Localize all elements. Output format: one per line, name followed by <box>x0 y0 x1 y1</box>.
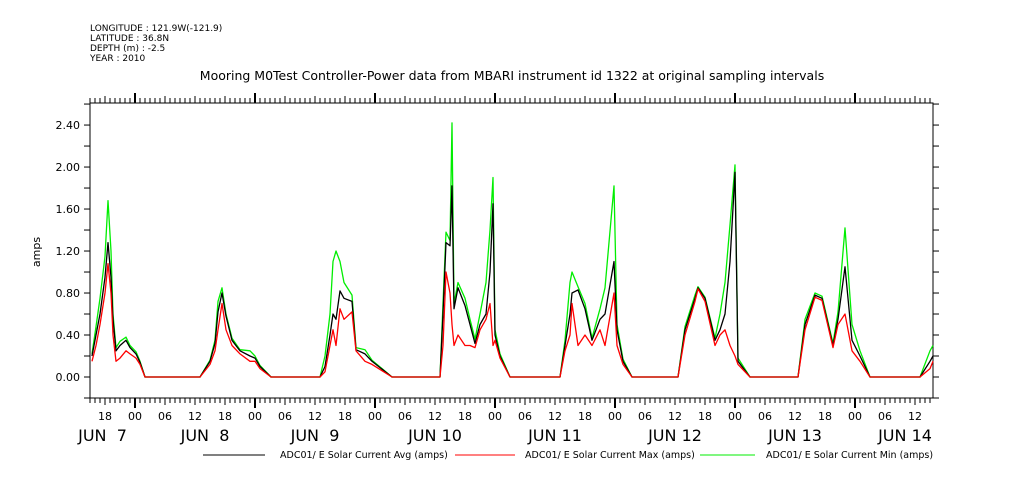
header-depth: DEPTH (m) : -2.5 <box>90 44 165 54</box>
y-tick-label: 1.20 <box>56 245 81 258</box>
x-tick-label: 06 <box>758 410 772 423</box>
x-tick-label: 18 <box>98 410 112 423</box>
x-tick-label: 00 <box>488 410 502 423</box>
series-line-max <box>91 262 934 378</box>
plot-frame <box>89 102 934 399</box>
x-tick-label: 06 <box>878 410 892 423</box>
y-tick-label: 0.40 <box>56 329 81 342</box>
x-day-label: JUN 8 <box>180 426 230 445</box>
x-tick-label: 18 <box>818 410 832 423</box>
x-day-label: JUN 13 <box>767 426 822 445</box>
header-year: YEAR : 2010 <box>89 54 146 64</box>
legend: ADC01/ E Solar Current Avg (amps) ADC01/… <box>203 450 933 461</box>
x-tick-label: 12 <box>308 410 322 423</box>
series-line-min <box>91 122 934 378</box>
y-tick-label: 0.80 <box>56 287 81 300</box>
x-tick-label: 00 <box>248 410 262 423</box>
x-tick-label: 12 <box>788 410 802 423</box>
y-tick-label: 1.60 <box>56 203 81 216</box>
x-day-label: JUN 9 <box>290 426 340 445</box>
series-lines <box>91 122 934 378</box>
x-day-label: JUN 10 <box>407 426 462 445</box>
x-day-label: JUN 12 <box>647 426 702 445</box>
x-tick-label: 06 <box>518 410 532 423</box>
x-tick-label: 00 <box>728 410 742 423</box>
header-latitude: LATITUDE : 36.8N <box>90 34 169 44</box>
x-tick-label: 12 <box>188 410 202 423</box>
axes: 18 00 06 12 18 00 06 12 18 00 06 12 18 00 06 12 18 00 06 12… <box>56 93 939 445</box>
metadata-header: LONGITUDE : 121.9W(-121.9) LATITUDE : 36… <box>89 24 222 64</box>
y-tick-label: 2.40 <box>56 119 81 132</box>
x-tick-label: 12 <box>428 410 442 423</box>
legend-label-avg: ADC01/ E Solar Current Avg (amps) <box>280 450 448 461</box>
x-day-label: JUN 11 <box>527 426 582 445</box>
x-tick-label: 18 <box>458 410 472 423</box>
legend-label-max: ADC01/ E Solar Current Max (amps) <box>525 450 695 461</box>
chart-title: Mooring M0Test Controller-Power data fro… <box>200 68 824 83</box>
x-tick-label: 00 <box>848 410 862 423</box>
x-tick-label: 00 <box>368 410 382 423</box>
x-tick-label: 06 <box>638 410 652 423</box>
x-tick-label: 12 <box>548 410 562 423</box>
x-tick-label: 06 <box>398 410 412 423</box>
y-tick-label: 2.00 <box>56 161 81 174</box>
series-line-avg <box>91 171 934 378</box>
y-axis-label: amps <box>30 237 43 267</box>
legend-label-min: ADC01/ E Solar Current Min (amps) <box>766 450 933 461</box>
x-tick-label: 12 <box>908 410 922 423</box>
x-tick-label: 00 <box>608 410 622 423</box>
x-tick-label: 00 <box>128 410 142 423</box>
x-tick-label: 18 <box>338 410 352 423</box>
y-tick-label: 0.00 <box>56 371 81 384</box>
x-tick-label: 12 <box>668 410 682 423</box>
x-tick-label: 18 <box>698 410 712 423</box>
header-longitude: LONGITUDE : 121.9W(-121.9) <box>90 24 222 34</box>
x-tick-label: 18 <box>578 410 592 423</box>
x-tick-label: 06 <box>278 410 292 423</box>
x-day-label: JUN 7 <box>77 426 127 445</box>
x-tick-label: 06 <box>158 410 172 423</box>
x-day-label: JUN 14 <box>877 426 932 445</box>
x-tick-label: 18 <box>218 410 232 423</box>
